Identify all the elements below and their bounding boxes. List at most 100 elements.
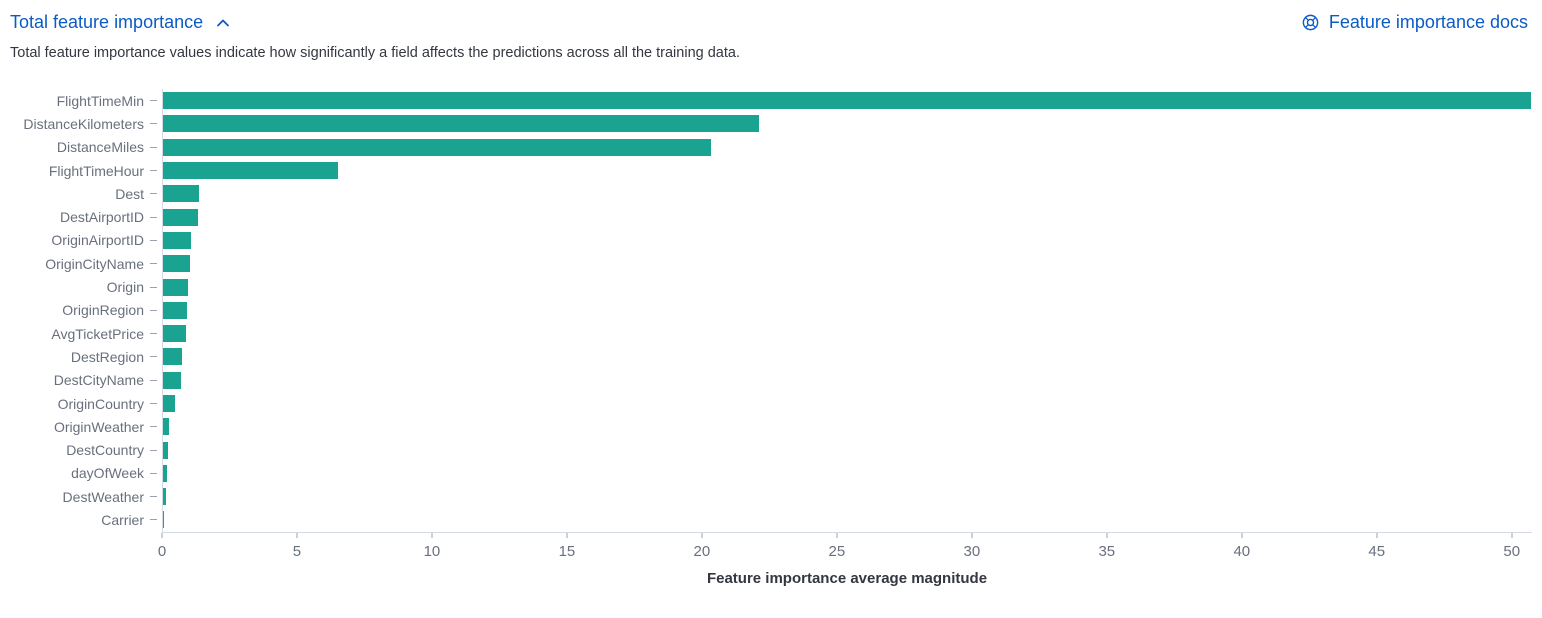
bar[interactable] [163, 464, 168, 482]
y-axis-label: Carrier [101, 511, 144, 528]
x-tick-mark [836, 532, 838, 538]
y-axis-tick [144, 299, 162, 322]
y-axis-tick [144, 252, 162, 275]
y-axis-label: DistanceMiles [56, 139, 144, 156]
chart-row: Origin [8, 275, 1532, 299]
bar[interactable] [163, 511, 165, 529]
y-axis-tick [144, 322, 162, 345]
y-axis-label: AvgTicketPrice [51, 325, 144, 342]
x-tick-label: 25 [828, 542, 846, 560]
section-description: Total feature importance values indicate… [10, 45, 740, 61]
y-axis-tick [144, 182, 162, 205]
chart-row: DistanceKilometers [8, 112, 1532, 136]
bar[interactable] [163, 418, 169, 436]
y-axis-tick [144, 275, 162, 298]
x-tick-label: 45 [1368, 542, 1386, 560]
bar-track [162, 228, 1532, 253]
bar-track [162, 321, 1532, 346]
bar[interactable] [163, 348, 182, 366]
y-axis-tick [144, 415, 162, 438]
bar[interactable] [163, 138, 711, 156]
x-tick-label: 40 [1233, 542, 1251, 560]
bar[interactable] [163, 115, 760, 133]
bar-track [162, 89, 1532, 113]
y-axis-label: DestRegion [70, 348, 144, 365]
x-tick-label: 20 [693, 542, 711, 560]
feature-importance-docs-link[interactable]: Feature importance docs [1301, 12, 1528, 33]
bar[interactable] [163, 325, 186, 343]
bar-track [162, 112, 1532, 136]
bar-track [162, 438, 1532, 462]
bar[interactable] [163, 92, 1531, 110]
x-axis-title-row: Feature importance average magnitude [8, 566, 1532, 587]
y-axis-tick [144, 392, 162, 415]
x-tick-label: 5 [292, 542, 302, 560]
x-tick-mark [431, 532, 433, 538]
bar[interactable] [163, 185, 199, 203]
x-tick-mark [1106, 532, 1108, 538]
y-axis-tick [144, 136, 162, 159]
x-tick-label: 10 [423, 542, 441, 560]
y-axis-label: DestWeather [62, 488, 144, 505]
bar[interactable] [163, 162, 339, 180]
bar-track [162, 368, 1532, 392]
y-axis-tick [144, 112, 162, 135]
y-axis-label: Origin [106, 279, 144, 296]
x-tick-label: 15 [558, 542, 576, 560]
chart-row: DistanceMiles [8, 135, 1532, 159]
chart-row: OriginWeather [8, 415, 1532, 439]
x-axis-title: Feature importance average magnitude [706, 569, 988, 587]
bar-track [162, 298, 1532, 322]
y-axis-tick [144, 485, 162, 508]
chevron-up-icon[interactable] [215, 15, 231, 31]
x-axis-spacer [8, 532, 162, 566]
y-axis-tick [144, 89, 162, 112]
y-axis-label: dayOfWeek [71, 465, 144, 482]
y-axis-label: FlightTimeHour [48, 162, 144, 179]
bar[interactable] [163, 441, 169, 459]
chart-row: DestAirportID [8, 205, 1532, 229]
chart-row: Dest [8, 182, 1532, 206]
x-axis-title-spacer [8, 566, 162, 587]
bar-track [162, 275, 1532, 299]
bar[interactable] [163, 255, 190, 273]
bar[interactable] [163, 371, 182, 389]
feature-importance-chart: FlightTimeMin DistanceKilometers DistanceM… [8, 89, 1532, 587]
bar-track [162, 508, 1532, 532]
bar[interactable] [163, 208, 199, 226]
y-axis-label: OriginAirportID [51, 232, 144, 249]
chart-row: DestWeather [8, 485, 1532, 509]
bar-track [162, 415, 1532, 439]
bar[interactable] [163, 278, 189, 296]
x-tick-mark [1376, 532, 1378, 538]
total-feature-importance-toggle[interactable]: Total feature importance [10, 12, 231, 33]
bar-track [162, 205, 1532, 229]
bar[interactable] [163, 395, 175, 412]
chart-row: DestRegion [8, 345, 1532, 369]
y-axis-tick [144, 369, 162, 392]
y-axis-label: DestCountry [66, 442, 144, 459]
y-axis-tick [144, 462, 162, 485]
y-axis-tick [144, 229, 162, 252]
x-tick-label: 0 [157, 542, 167, 560]
x-tick-mark [971, 532, 973, 538]
panel-header: Total feature importance Feature importa… [0, 12, 1542, 33]
bar[interactable] [163, 231, 192, 249]
bar-track [162, 135, 1532, 159]
bar-track [162, 252, 1532, 276]
x-tick-mark [161, 532, 163, 538]
y-axis-label: DestAirportID [59, 209, 144, 226]
x-axis: 0 5 10 15 20 25 30 35 40 45 50 [158, 531, 1532, 566]
bar[interactable] [163, 301, 187, 319]
x-axis-row: 0 5 10 15 20 25 30 35 40 45 50 [8, 531, 1532, 566]
chart-row: DestCountry [8, 438, 1532, 462]
y-axis-label: DistanceKilometers [23, 115, 144, 132]
docs-link-label: Feature importance docs [1328, 12, 1528, 32]
bar-track [162, 461, 1532, 486]
x-tick-label: 30 [963, 542, 981, 560]
help-docs-icon [1301, 13, 1320, 32]
y-axis-tick [144, 345, 162, 368]
bar[interactable] [163, 488, 166, 506]
chart-row: AvgTicketPrice [8, 321, 1532, 346]
